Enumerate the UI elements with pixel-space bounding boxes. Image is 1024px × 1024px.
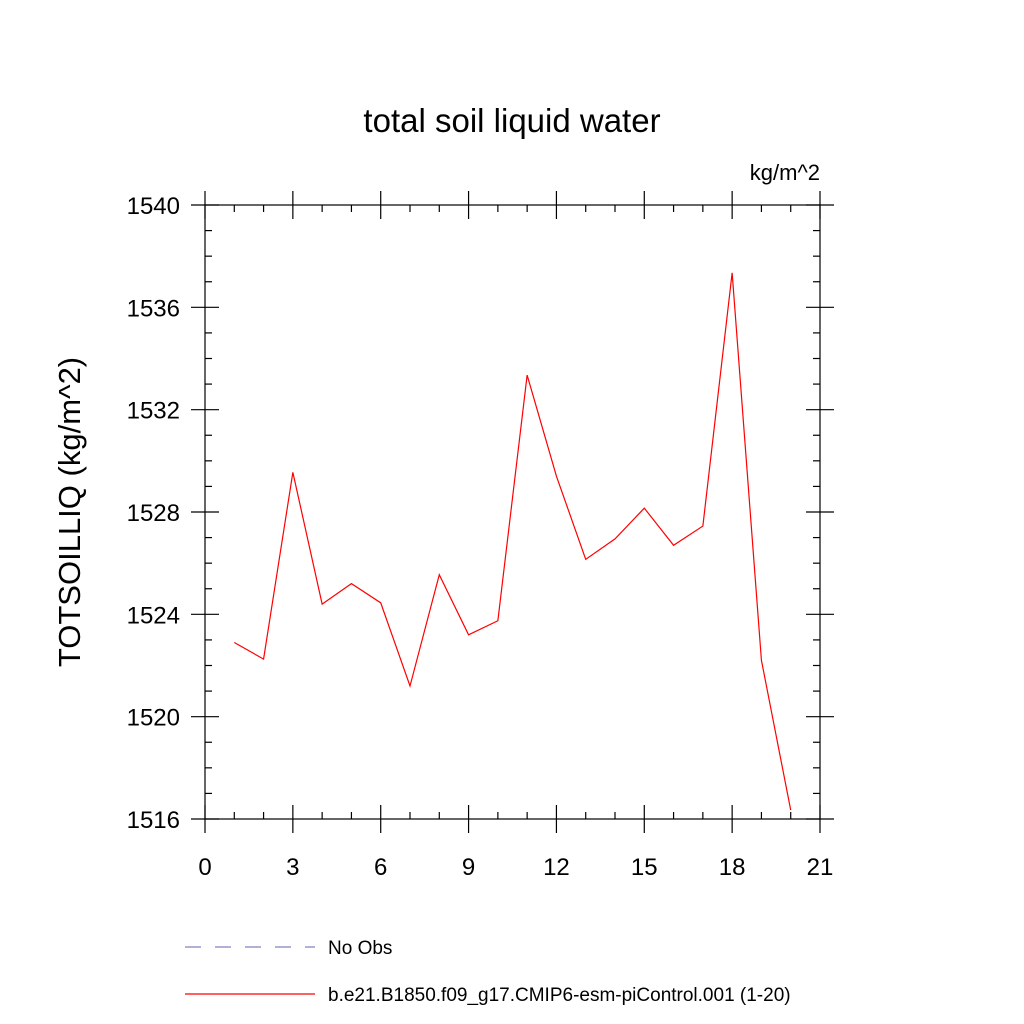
x-tick-label: 0 [198, 854, 211, 881]
ticks-layer: 0 3 6 9 12 15 18 21 1516 1520 1524 1528 1532 1536 1540 [127, 191, 834, 881]
legend-label: b.e21.B1850.f09_g17.CMIP6-esm-piControl.… [328, 985, 791, 1006]
y-tick-label: 1520 [127, 705, 180, 732]
legend: No Obs b.e21.B1850.f09_g17.CMIP6-esm-piCo… [185, 938, 791, 1006]
y-tick-label: 1528 [127, 500, 180, 527]
series-line [233, 272, 792, 811]
y-axis-label: TOTSOILLIQ (kg/m^2) [52, 357, 87, 667]
y-tick-label: 1532 [127, 398, 180, 425]
x-tick-label: 15 [631, 854, 658, 881]
y-tick-label: 1516 [127, 807, 180, 834]
y-tick-label: 1536 [127, 295, 180, 322]
y-tick-label: 1540 [127, 193, 180, 220]
y-tick-label: 1524 [127, 602, 180, 629]
series-layer [233, 272, 792, 811]
x-tick-label: 18 [719, 854, 746, 881]
legend-label: No Obs [328, 938, 392, 959]
x-tick-label: 9 [462, 854, 475, 881]
plot-frame [204, 204, 821, 820]
x-tick-label: 12 [543, 854, 570, 881]
chart-title: total soil liquid water [363, 102, 660, 139]
units-label: kg/m^2 [750, 160, 820, 185]
x-tick-label: 3 [286, 854, 299, 881]
x-tick-label: 6 [374, 854, 387, 881]
x-tick-label: 21 [807, 854, 834, 881]
